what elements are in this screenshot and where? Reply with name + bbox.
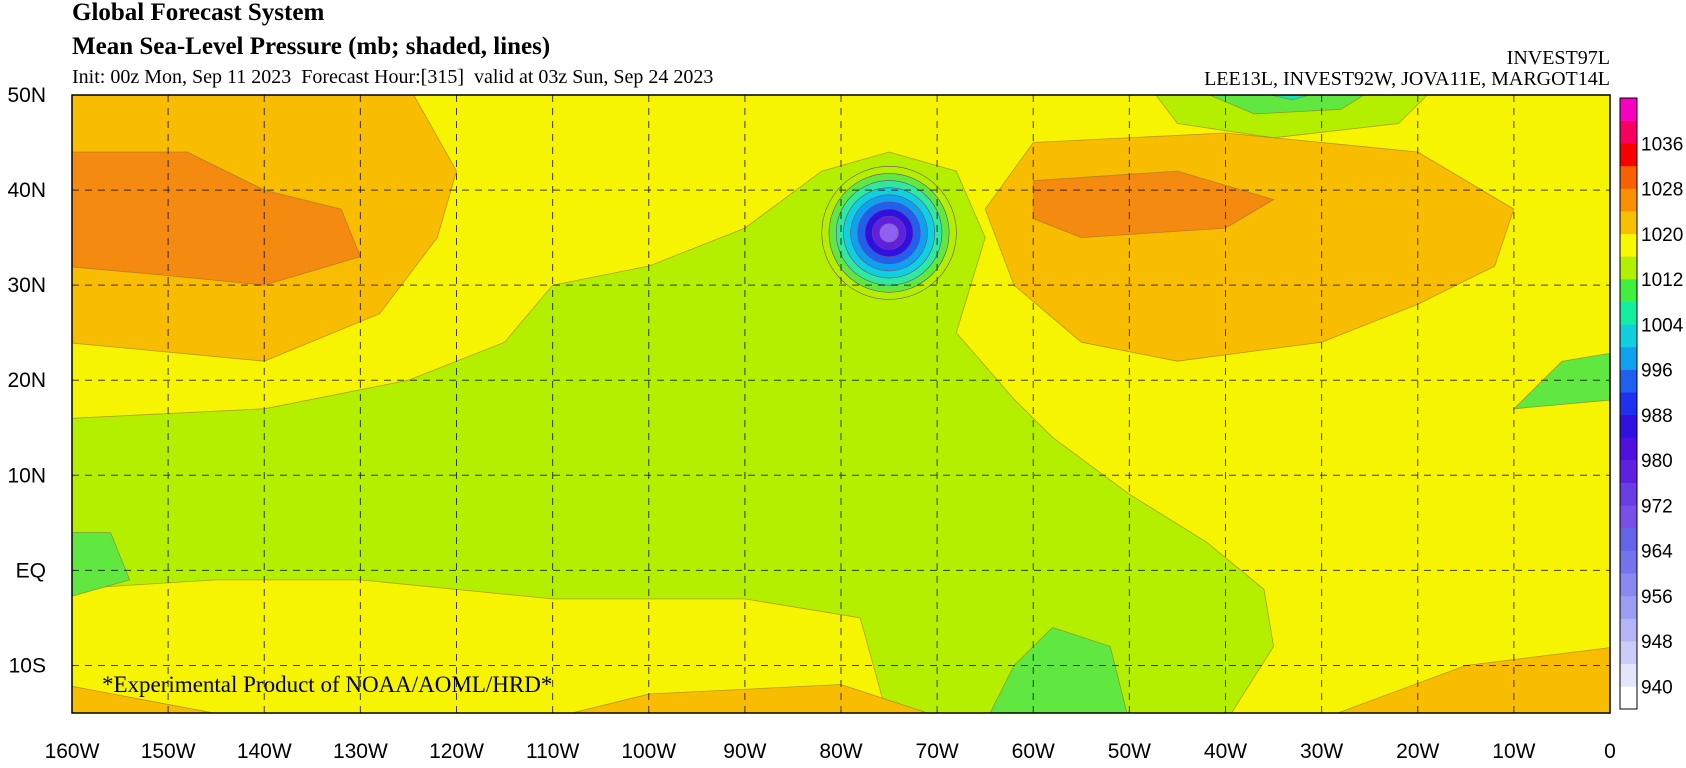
y-tick-label: 10N	[7, 464, 46, 487]
x-tick-label: 100W	[621, 740, 676, 763]
colorbar-bin	[1620, 143, 1637, 167]
title: Global Forecast System	[72, 0, 324, 26]
x-tick-label: 110W	[526, 740, 579, 763]
x-tick-label: 160W	[45, 740, 100, 763]
north-atlantic-low	[1268, 95, 1311, 101]
colorbar-label: 980	[1641, 451, 1673, 472]
colorbar-bin	[1620, 550, 1637, 574]
x-tick-label: 150W	[141, 740, 196, 763]
storm-line: LEE13L, INVEST92W, JOVA11E, MARGOT14L	[1204, 68, 1610, 90]
x-tick-label: 80W	[819, 740, 862, 763]
colorbar-bin	[1620, 301, 1637, 325]
colorbar-bin	[1620, 120, 1637, 144]
colorbar-bin	[1620, 663, 1637, 687]
south-high	[1336, 647, 1610, 713]
colorbar-label: 1004	[1641, 315, 1684, 336]
colorbar-label: 1028	[1641, 180, 1683, 201]
africa-low	[1512, 352, 1610, 410]
x-tick-label: 30W	[1300, 740, 1343, 763]
pressure-shading	[72, 95, 1610, 713]
colorbar-bin	[1620, 482, 1637, 506]
y-tick-label: 50N	[7, 84, 46, 107]
colorbar-bin	[1620, 641, 1637, 665]
pacific-patch	[72, 532, 131, 597]
colorbar-label: 988	[1641, 406, 1673, 427]
colorbar-bin	[1620, 686, 1637, 710]
colorbar-bin	[1620, 392, 1637, 416]
colorbar-bin	[1620, 346, 1637, 370]
colorbar-bin	[1620, 369, 1637, 393]
colorbar-bin	[1620, 188, 1637, 212]
y-tick-label: EQ	[16, 559, 46, 582]
colorbar-bin	[1620, 211, 1637, 235]
colorbar-frame	[1619, 97, 1638, 710]
north-atlantic-low	[1155, 95, 1428, 139]
hurricane-low	[879, 223, 899, 243]
grid	[72, 95, 1610, 713]
colorbar-bin	[1620, 324, 1637, 348]
x-tick-label: 140W	[237, 740, 292, 763]
colorbar-bin	[1620, 573, 1637, 597]
x-tick-label: 90W	[723, 740, 766, 763]
colorbar-label: 956	[1641, 587, 1673, 608]
colorbar: 940 948 956 964 972 980 988 996 1004 1012 1020 1028…	[1619, 97, 1684, 710]
colorbar-bin	[1620, 505, 1637, 529]
colorbar-bin	[1620, 618, 1637, 642]
tropical-band	[72, 151, 1275, 713]
axis-labels: 160W 150W 140W 130W 120W 110W 100W 90W 80W 70W 60W…	[7, 84, 1615, 763]
colorbar-bin	[1620, 279, 1637, 302]
colorbar-bin	[1620, 165, 1637, 189]
south-high	[72, 685, 216, 713]
colorbar-label: 1012	[1641, 270, 1683, 291]
watermark: *Experimental Product of NOAA/AOML/HRD*	[102, 672, 552, 697]
x-tick-label: 130W	[333, 740, 388, 763]
y-tick-label: 20N	[7, 369, 46, 392]
y-tick-label: 30N	[7, 274, 46, 297]
colorbar-bin	[1620, 256, 1637, 280]
x-tick-label: 120W	[429, 740, 484, 763]
colorbar-bin	[1620, 595, 1637, 619]
x-tick-label: 40W	[1204, 740, 1247, 763]
colorbar-bin	[1620, 98, 1637, 121]
x-tick-label: 20W	[1396, 740, 1439, 763]
colorbar-label: 1036	[1641, 134, 1683, 155]
colorbar-bin	[1620, 233, 1637, 257]
colorbar-bin	[1620, 527, 1637, 551]
colorbar-bin	[1620, 414, 1637, 438]
storm-line: INVEST97L	[1507, 47, 1610, 69]
colorbar-bin	[1620, 437, 1637, 461]
colorbar-label: 964	[1641, 542, 1673, 563]
x-tick-label: 70W	[916, 740, 959, 763]
colorbar-label: 1020	[1641, 225, 1683, 246]
x-tick-label: 0	[1604, 740, 1616, 763]
map-frame	[71, 94, 1611, 714]
colorbar-bin	[1620, 460, 1637, 484]
colorbar-label: 996	[1641, 361, 1673, 382]
amazon-low	[989, 626, 1128, 713]
colorbar-label: 972	[1641, 496, 1673, 517]
north-atlantic-low	[1208, 95, 1365, 115]
subtitle: Mean Sea-Level Pressure (mb; shaded, lin…	[72, 33, 550, 60]
colorbar-label: 948	[1641, 632, 1673, 653]
init-line: Init: 00z Mon, Sep 11 2023 Forecast Hour…	[72, 66, 713, 88]
colorbar-label: 940	[1641, 677, 1673, 698]
y-tick-label: 10S	[9, 654, 46, 677]
y-tick-label: 40N	[7, 179, 46, 202]
x-tick-label: 60W	[1012, 740, 1055, 763]
x-tick-label: 50W	[1108, 740, 1151, 763]
x-tick-label: 10W	[1492, 740, 1535, 763]
